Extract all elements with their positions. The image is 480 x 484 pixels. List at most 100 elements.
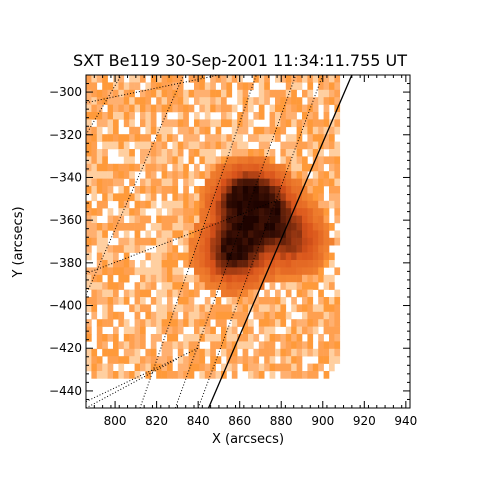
image-pixel bbox=[188, 245, 195, 253]
image-pixel bbox=[188, 149, 195, 157]
image-pixel bbox=[264, 252, 270, 261]
image-pixel bbox=[269, 193, 276, 202]
image-pixel bbox=[150, 311, 157, 320]
image-pixel bbox=[323, 156, 330, 165]
image-pixel bbox=[258, 171, 265, 179]
image-pixel bbox=[312, 134, 319, 142]
image-pixel bbox=[194, 134, 200, 142]
image-pixel bbox=[161, 348, 168, 357]
image-pixel bbox=[253, 237, 260, 246]
image-pixel bbox=[199, 311, 206, 320]
image-pixel bbox=[140, 104, 146, 113]
image-pixels bbox=[86, 75, 341, 379]
image-pixel bbox=[258, 260, 265, 268]
image-pixel bbox=[183, 200, 189, 209]
image-pixel bbox=[264, 245, 270, 253]
image-pixel bbox=[91, 282, 98, 290]
image-pixel bbox=[237, 230, 243, 239]
image-pixel bbox=[210, 371, 216, 379]
image-pixel bbox=[107, 348, 114, 357]
image-pixel bbox=[150, 119, 157, 128]
image-pixel bbox=[275, 200, 281, 209]
image-pixel bbox=[231, 104, 238, 113]
image-pixel bbox=[280, 193, 287, 202]
image-pixel bbox=[194, 304, 200, 313]
image-pixel bbox=[199, 363, 206, 372]
image-pixel bbox=[194, 126, 200, 135]
image-pixel bbox=[129, 237, 135, 246]
image-pixel bbox=[210, 149, 216, 157]
image-pixel bbox=[318, 126, 324, 135]
image-pixel bbox=[291, 237, 297, 246]
image-pixel bbox=[334, 208, 341, 216]
image-pixel bbox=[145, 156, 152, 165]
image-pixel bbox=[145, 319, 152, 327]
image-pixel bbox=[167, 156, 173, 165]
image-pixel bbox=[145, 289, 152, 298]
image-pixel bbox=[150, 267, 157, 276]
image-pixel bbox=[86, 186, 92, 194]
image-pixel bbox=[161, 223, 168, 231]
image-pixel bbox=[167, 245, 173, 253]
image-pixel bbox=[280, 208, 287, 216]
image-pixel bbox=[285, 245, 292, 253]
image-pixel bbox=[107, 97, 114, 105]
image-pixel bbox=[253, 215, 260, 224]
image-pixel bbox=[296, 82, 303, 91]
image-pixel bbox=[161, 311, 168, 320]
image-pixel bbox=[150, 149, 157, 157]
image-pixel bbox=[129, 245, 135, 253]
image-pixel bbox=[210, 311, 216, 320]
image-pixel bbox=[291, 260, 297, 268]
image-pixel bbox=[183, 282, 189, 290]
image-pixel bbox=[242, 97, 249, 105]
image-pixel bbox=[242, 304, 249, 313]
image-pixel bbox=[318, 356, 324, 364]
image-pixel bbox=[210, 348, 216, 357]
image-pixel bbox=[329, 75, 335, 83]
image-pixel bbox=[150, 282, 157, 290]
image-pixel bbox=[134, 341, 141, 350]
image-pixel bbox=[188, 334, 195, 342]
image-pixel bbox=[199, 282, 206, 290]
image-pixel bbox=[285, 141, 292, 150]
image-pixel bbox=[91, 149, 98, 157]
image-pixel bbox=[215, 274, 222, 283]
image-pixel bbox=[323, 304, 330, 313]
image-pixel bbox=[221, 104, 227, 113]
image-pixel bbox=[96, 282, 103, 290]
image-pixel bbox=[285, 119, 292, 128]
image-pixel bbox=[291, 149, 297, 157]
image-pixel bbox=[134, 193, 141, 202]
image-pixel bbox=[167, 230, 173, 239]
image-pixel bbox=[231, 163, 238, 172]
image-pixel bbox=[134, 304, 141, 313]
image-pixel bbox=[177, 348, 184, 357]
image-pixel bbox=[113, 215, 119, 224]
image-pixel bbox=[318, 267, 324, 276]
image-pixel bbox=[302, 341, 308, 350]
image-pixel bbox=[291, 356, 297, 364]
image-pixel bbox=[123, 348, 130, 357]
image-pixel bbox=[307, 326, 314, 335]
image-pixel bbox=[183, 311, 189, 320]
image-pixel bbox=[96, 134, 103, 142]
image-pixel bbox=[150, 200, 157, 209]
image-pixel bbox=[258, 237, 265, 246]
image-pixel bbox=[140, 326, 146, 335]
x-tick-label: 820 bbox=[145, 414, 168, 428]
image-pixel bbox=[275, 126, 281, 135]
x-axis-label: X (arcsecs) bbox=[212, 432, 284, 447]
image-pixel bbox=[204, 126, 211, 135]
image-pixel bbox=[312, 104, 319, 113]
image-pixel bbox=[118, 75, 125, 83]
image-pixel bbox=[280, 304, 287, 313]
image-pixel bbox=[91, 186, 98, 194]
image-pixel bbox=[285, 363, 292, 372]
image-pixel bbox=[183, 237, 189, 246]
image-pixel bbox=[280, 112, 287, 120]
image-pixel bbox=[215, 311, 222, 320]
image-pixel bbox=[334, 178, 341, 187]
image-pixel bbox=[302, 223, 308, 231]
image-pixel bbox=[210, 363, 216, 372]
